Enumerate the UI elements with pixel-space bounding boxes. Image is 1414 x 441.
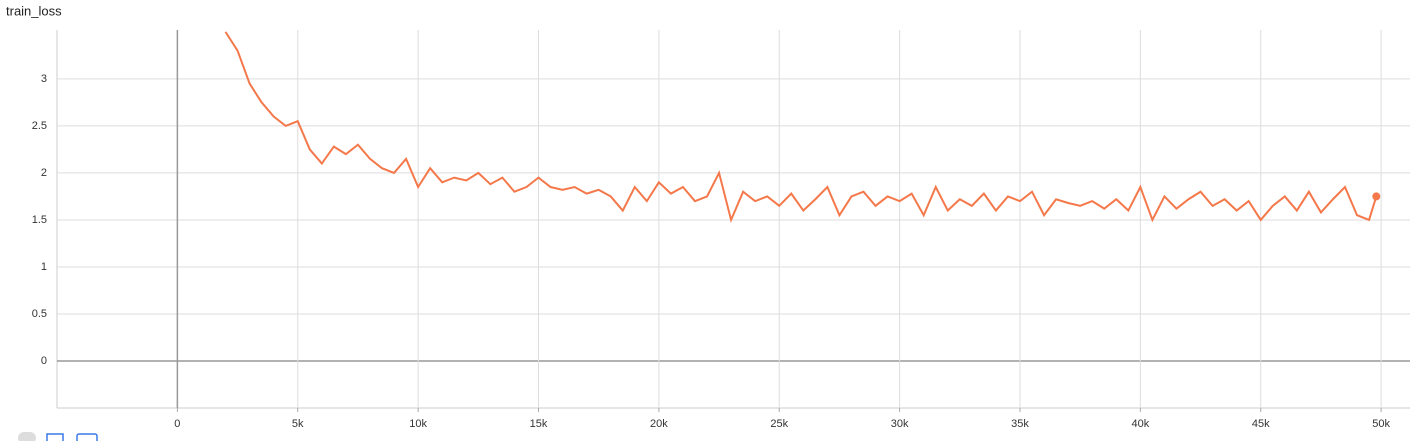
x-tick-label: 30k xyxy=(891,418,909,430)
y-tick-label: 0.5 xyxy=(32,308,47,320)
x-tick-label: 15k xyxy=(530,418,548,430)
end-point xyxy=(1372,192,1381,201)
y-tick-label: 2 xyxy=(41,167,47,179)
chart-title: train_loss xyxy=(6,3,62,18)
icon[interactable] xyxy=(46,433,64,441)
x-tick-label: 10k xyxy=(409,418,427,430)
x-tick-label: 45k xyxy=(1252,418,1270,430)
data-line xyxy=(224,31,1378,224)
x-tick-label: 40k xyxy=(1131,418,1149,430)
x-tick-label: 0 xyxy=(174,418,180,430)
y-tick-label: 1 xyxy=(41,261,47,273)
icon[interactable] xyxy=(18,432,36,441)
icon[interactable] xyxy=(76,433,98,441)
y-tick-label: 2.5 xyxy=(32,120,47,132)
x-tick-label: 35k xyxy=(1011,418,1029,430)
x-tick-label: 5k xyxy=(292,418,304,430)
y-tick-label: 0 xyxy=(41,355,47,367)
y-tick-label: 1.5 xyxy=(32,214,47,226)
y-tick-label: 3 xyxy=(41,73,47,85)
x-tick-label: 25k xyxy=(770,418,788,430)
x-tick-label: 50k xyxy=(1372,418,1390,430)
x-tick-label: 20k xyxy=(650,418,668,430)
